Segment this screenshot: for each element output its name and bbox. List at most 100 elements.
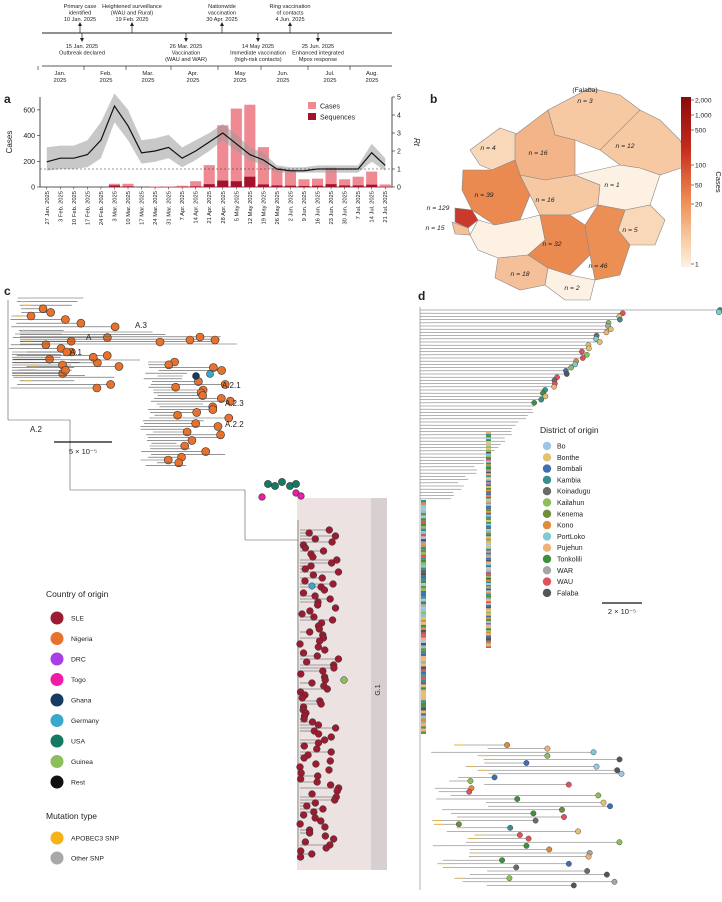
tip-district — [544, 745, 551, 752]
tip-district-stack — [486, 468, 491, 470]
x-tick-label: 21 Apr. 2025 — [207, 191, 213, 224]
tip-sle — [305, 529, 313, 537]
tip-guinea — [340, 676, 348, 684]
timeline-event-text: (WAU and WAR) — [165, 57, 207, 63]
bar-sequences — [325, 184, 337, 187]
tip-district-stack — [421, 705, 426, 708]
tip-nigeria — [61, 365, 70, 375]
tip-district-stack — [421, 536, 426, 539]
tip-district-stack — [421, 528, 426, 532]
tip-district-stack — [486, 453, 491, 456]
district-legend-label: Pujehun — [557, 545, 583, 552]
tip-sle — [314, 643, 322, 651]
tip-district-stack — [421, 552, 426, 555]
tip-sle — [327, 559, 336, 567]
tip-district — [563, 371, 570, 377]
tip-district-stack — [486, 487, 491, 490]
colorbar-tick-label: 20 — [695, 201, 703, 208]
map-district-count: n = 129 — [427, 205, 450, 212]
tip-district-stack — [421, 580, 426, 584]
tip-nigeria — [88, 352, 98, 362]
clade-label-band — [371, 498, 387, 870]
tip-district-stack — [486, 451, 491, 454]
tip-district-stack — [486, 644, 491, 647]
tip-district-stack — [421, 526, 426, 529]
tip-nigeria — [26, 311, 36, 321]
timeline-event-text: identified — [69, 11, 91, 17]
tip-district — [584, 868, 591, 874]
x-tick-label: 19 May 2025 — [261, 191, 267, 225]
country-legend-label: DRC — [71, 657, 86, 664]
country-swatch — [50, 673, 64, 686]
map-district-count: n = 12 — [615, 143, 634, 150]
tip-district-stack — [486, 505, 491, 508]
tip-district-stack — [486, 568, 491, 571]
tip-district-stack — [421, 523, 426, 526]
tip-district-stack — [421, 684, 426, 688]
mutation-legend-label: APOBEC3 SNP — [71, 836, 119, 843]
tip-district-stack — [486, 504, 491, 506]
tip-sle — [296, 853, 305, 861]
timeline-event-date: 19 Feb. 2025 — [116, 17, 149, 23]
colorbar-tick-label: 100 — [695, 162, 706, 169]
tip-nigeria — [46, 308, 55, 317]
tip-nigeria — [173, 410, 182, 420]
tip-district-stack — [486, 531, 491, 533]
clade-label: A.1 — [70, 348, 83, 357]
bar-sequences — [108, 185, 121, 187]
tip-sle — [306, 607, 314, 615]
tip-sle — [331, 604, 340, 612]
district-swatch — [542, 520, 552, 530]
tip-district-stack — [486, 513, 491, 515]
tip-district-stack — [486, 581, 491, 584]
tip-district — [467, 778, 474, 784]
tip-district-stack — [421, 562, 426, 565]
tip-district-stack — [486, 489, 491, 492]
tip-district-stack — [486, 518, 491, 521]
x-tick-label: 10 Feb. 2025 — [72, 191, 78, 225]
tip-togo — [297, 492, 305, 500]
tip-district-stack — [486, 628, 491, 630]
x-tick-label: 14 Apr. 2025 — [194, 191, 200, 224]
tip-district-stack — [486, 631, 491, 634]
tip-district-stack — [486, 433, 491, 436]
district-swatch — [542, 532, 552, 541]
tip-district-stack — [421, 669, 426, 672]
tip-district-stack — [486, 482, 491, 485]
tip-district — [618, 770, 625, 777]
tip-district-stack — [486, 570, 491, 573]
tip-nigeria — [185, 335, 195, 345]
timeline-event-date: 25 Jun. 2025 — [302, 44, 334, 50]
bar-cases — [122, 183, 134, 187]
country-legend-label: Nigeria — [71, 636, 93, 643]
bar-sequences — [190, 186, 202, 187]
tip-district — [586, 345, 592, 352]
bar-cases — [244, 104, 256, 187]
country-legend-label: SLE — [71, 616, 84, 623]
tip-district — [580, 355, 586, 361]
tip-district-stack — [486, 541, 491, 544]
mutation-legend-title: Mutation type — [46, 811, 97, 821]
district-legend-label: WAU — [557, 579, 573, 586]
country-legend-title: Country of origin — [46, 589, 109, 599]
tip-sle — [314, 739, 323, 747]
tip-sle — [299, 589, 308, 597]
map-district-count: n = 46 — [588, 263, 607, 270]
month-label: Mar. — [142, 71, 154, 77]
tip-district-stack — [486, 640, 491, 643]
tip-district-stack — [486, 554, 491, 557]
tip-district-stack — [421, 541, 426, 545]
tip-district — [504, 742, 510, 748]
bar-cases — [108, 183, 121, 187]
district-legend-label: WAR — [557, 568, 573, 575]
bar-sequences — [339, 185, 351, 187]
country-legend-label: Ghana — [71, 698, 92, 705]
tip-district — [523, 760, 530, 766]
y2-axis-label: Rt — [412, 138, 421, 147]
bar-sequences — [311, 185, 324, 187]
tip-district-stack — [486, 525, 491, 528]
tip-district-stack — [486, 477, 491, 479]
y2-tick-label: 5 — [397, 95, 401, 102]
map-district-count: n = 5 — [622, 227, 638, 234]
tip-district-stack — [421, 507, 426, 511]
